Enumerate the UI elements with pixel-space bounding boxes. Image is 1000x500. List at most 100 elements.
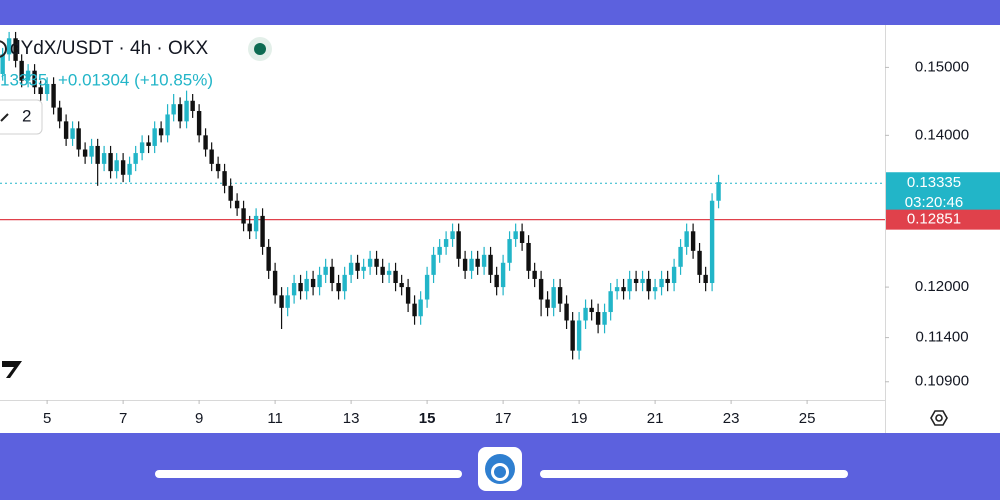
candle-body xyxy=(266,246,271,271)
scroll-pill-right[interactable] xyxy=(540,470,848,478)
candle-body xyxy=(158,128,164,136)
candle-body xyxy=(703,274,708,284)
x-tick-label: 23 xyxy=(723,410,740,427)
candle-body xyxy=(513,231,518,240)
candle-body xyxy=(241,208,246,224)
candle-body xyxy=(380,266,385,275)
candle-body xyxy=(583,307,588,321)
candle-body xyxy=(386,270,392,275)
candle-body xyxy=(557,287,563,304)
candle-body xyxy=(494,274,499,288)
candle-body xyxy=(646,278,651,292)
candle-body xyxy=(215,163,221,172)
app-icon-core xyxy=(494,466,506,478)
candle-body xyxy=(165,114,170,136)
candle-body xyxy=(51,83,56,108)
candle-body xyxy=(228,185,233,201)
status-dot xyxy=(254,43,266,55)
indicator-count[interactable]: 2 xyxy=(22,106,31,125)
last-price-tag xyxy=(886,172,1000,215)
candle-body xyxy=(545,299,550,308)
candle-body xyxy=(431,254,436,275)
candle-body xyxy=(405,287,411,304)
chevron xyxy=(0,113,9,122)
candle-body xyxy=(355,262,360,271)
candle-body xyxy=(76,128,81,150)
candle-body xyxy=(551,287,556,308)
candle-body xyxy=(139,142,145,154)
candle-body xyxy=(652,287,658,292)
candle-body xyxy=(716,182,721,201)
candle-body xyxy=(412,303,417,317)
candle-body xyxy=(291,283,297,296)
candle-body xyxy=(260,215,265,247)
candle-body xyxy=(114,160,119,172)
candle-body xyxy=(342,274,347,292)
y-tick-label: 0.10900 xyxy=(915,373,969,390)
candle-body xyxy=(133,153,138,164)
candle-body xyxy=(89,145,94,157)
candle-body xyxy=(424,274,430,300)
candle-body xyxy=(196,111,202,136)
alert-label: 0.12851 xyxy=(907,211,961,228)
candle-body xyxy=(222,171,227,186)
x-tick-label: 19 xyxy=(571,410,588,427)
candle-body xyxy=(393,270,398,284)
candle-body xyxy=(614,287,620,292)
candle-body xyxy=(32,70,37,88)
candle-body xyxy=(690,231,696,251)
candle-body xyxy=(570,320,575,351)
candle-body xyxy=(500,262,506,288)
candle-body xyxy=(488,254,493,275)
candle-body xyxy=(108,153,113,172)
candle-body xyxy=(38,87,43,95)
candle-body xyxy=(101,153,107,164)
price-partial: 13335 xyxy=(0,70,47,89)
candle-body xyxy=(329,266,335,284)
candle-body xyxy=(475,258,480,267)
symbol-title[interactable]: dYdX/USDT · 4h · OKX xyxy=(10,38,208,59)
x-tick-label: 9 xyxy=(195,410,203,427)
candle-body xyxy=(374,258,379,267)
candle-body xyxy=(576,320,582,351)
candle-body xyxy=(6,38,12,55)
candle-body xyxy=(684,231,689,247)
alert-tag xyxy=(886,209,1000,230)
candle-body xyxy=(665,278,670,284)
chart-panel xyxy=(0,25,1000,433)
candle-body xyxy=(399,283,404,288)
x-tick-label: 11 xyxy=(267,410,283,427)
candle-body xyxy=(361,266,366,271)
scroll-pill-left[interactable] xyxy=(155,470,462,478)
candle-body xyxy=(152,128,157,146)
x-tick-label: 7 xyxy=(119,410,127,427)
candle-body xyxy=(57,107,62,122)
candle-body xyxy=(538,278,544,300)
candle-body xyxy=(298,283,303,292)
settings-hexagon[interactable] xyxy=(930,410,948,426)
candle-body xyxy=(450,231,455,240)
candle-body xyxy=(348,262,354,275)
candle-body xyxy=(608,291,613,313)
candle-body xyxy=(462,258,468,271)
candle-body xyxy=(697,250,702,275)
candle-body xyxy=(317,274,322,288)
candle-body xyxy=(526,242,531,271)
candle-body xyxy=(272,270,278,296)
candle-body xyxy=(310,278,316,288)
candle-body xyxy=(367,258,373,267)
candle-body xyxy=(209,149,214,164)
candle-body xyxy=(82,149,88,157)
candle-body xyxy=(469,258,474,271)
indicator-toggle[interactable] xyxy=(0,99,43,135)
candle-body xyxy=(0,54,5,74)
candle-body xyxy=(481,254,487,267)
candle-body xyxy=(63,121,69,139)
plot-area xyxy=(0,31,885,360)
candle-body xyxy=(519,231,525,243)
candle-body xyxy=(120,160,126,175)
candle-body xyxy=(70,128,75,139)
candle-body xyxy=(13,38,18,61)
settings-icon[interactable] xyxy=(930,410,948,426)
candle-body xyxy=(627,278,632,292)
